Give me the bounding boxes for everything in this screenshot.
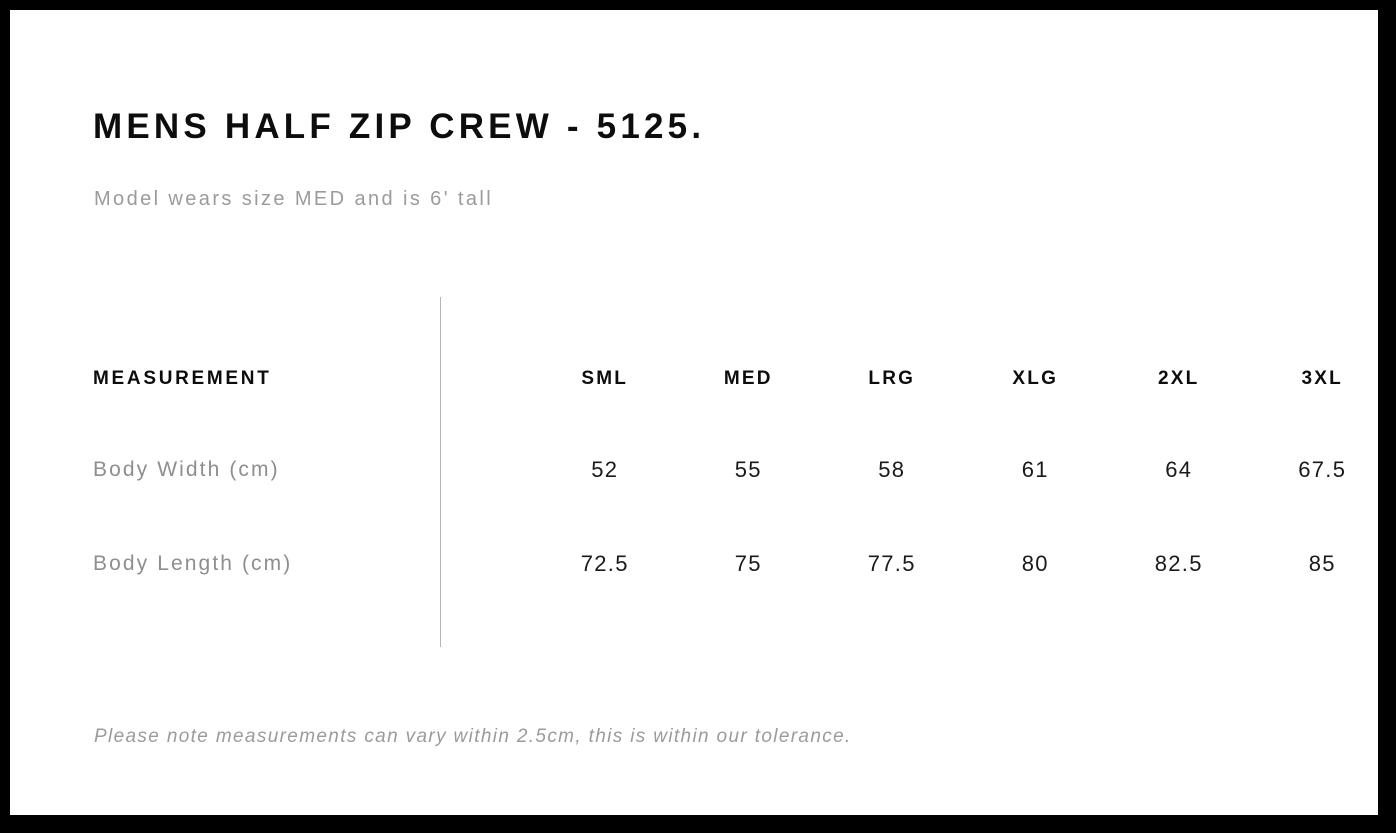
size-chart-card: MENS HALF ZIP CREW - 5125. Model wears s… [10, 10, 1378, 815]
body-width-lrg: 58 [878, 457, 906, 482]
column-header-med: MED [723, 368, 773, 389]
size-table: MEASUREMENT SML MED LRG XLG 2XL 3XL Body… [93, 287, 1345, 667]
page-subtitle: Model wears size MED and is 6' tall [94, 188, 494, 210]
body-width-2xl: 64 [1165, 457, 1193, 482]
column-header-2xl: 2XL [1158, 368, 1200, 389]
body-length-med: 75 [734, 551, 762, 576]
body-length-sml: 72.5 [580, 551, 629, 576]
column-header-3xl: 3XL [1301, 368, 1343, 389]
body-length-xlg: 80 [1021, 551, 1049, 576]
page-title: MENS HALF ZIP CREW - 5125. [93, 107, 706, 146]
body-length-2xl: 82.5 [1154, 551, 1203, 576]
body-width-xlg: 61 [1021, 457, 1049, 482]
row-label-body-length: Body Length (cm) [93, 552, 293, 575]
table-row: Body Length (cm) 72.5 75 77.5 80 82.5 85 [93, 544, 1334, 584]
column-header-xlg: XLG [1012, 368, 1059, 389]
table-vertical-divider [440, 297, 441, 647]
body-width-med: 55 [734, 457, 762, 482]
body-width-sml: 52 [591, 457, 619, 482]
tolerance-note: Please note measurements can vary within… [94, 726, 852, 747]
column-header-measurement: MEASUREMENT [93, 368, 272, 389]
body-length-3xl: 85 [1308, 551, 1336, 576]
column-header-sml: SML [581, 368, 629, 389]
body-length-lrg: 77.5 [867, 551, 916, 576]
column-header-lrg: LRG [868, 368, 916, 389]
body-width-3xl: 67.5 [1298, 457, 1347, 482]
table-row: Body Width (cm) 52 55 58 61 64 67.5 [93, 450, 1345, 490]
row-label-body-width: Body Width (cm) [93, 458, 280, 481]
table-header-row: MEASUREMENT SML MED LRG XLG 2XL 3XL [93, 359, 1341, 399]
